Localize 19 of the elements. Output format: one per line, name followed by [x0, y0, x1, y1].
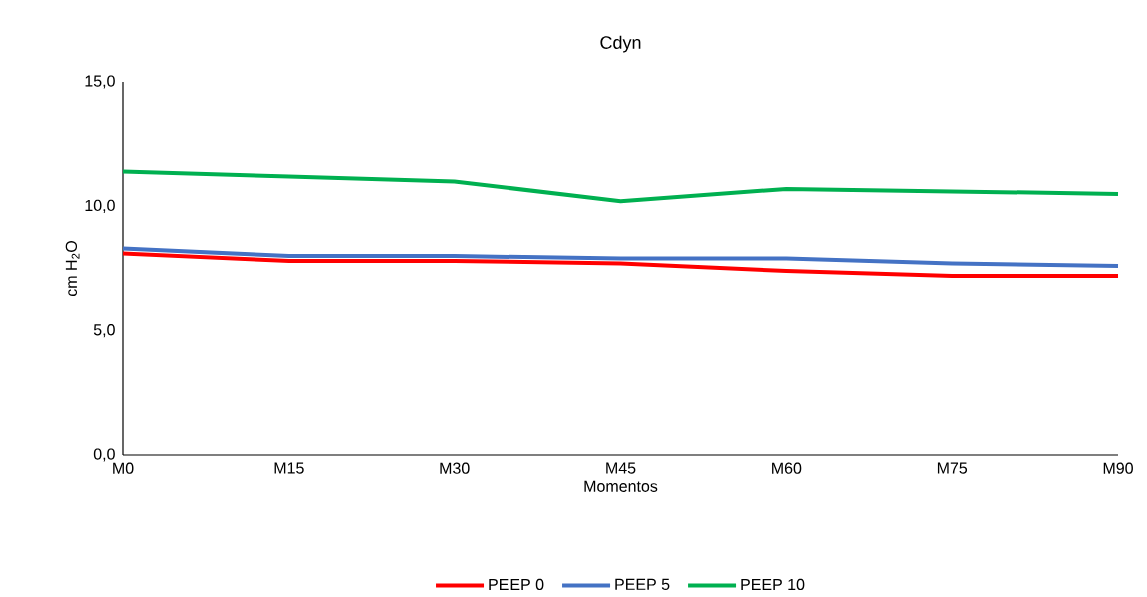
- y-tick-label: 0,0: [93, 448, 115, 462]
- x-tick-label: M60: [772, 462, 802, 474]
- line-series: [121, 246, 1121, 269]
- x-tick-label: M30: [440, 462, 470, 474]
- x-tick-label: M45: [606, 462, 636, 474]
- x-tick-label: M15: [274, 462, 304, 474]
- legend-label: PEEP 0: [489, 578, 544, 591]
- x-axis-title: Momentos: [584, 480, 658, 492]
- y-tick-label: 10,0: [85, 199, 115, 213]
- line-series: [121, 251, 1121, 278]
- chart-title: Cdyn: [600, 35, 641, 53]
- y-tick-label: 15,0: [85, 75, 115, 89]
- legend-label: PEEP 10: [741, 578, 805, 591]
- x-tick-label: M90: [1103, 462, 1133, 474]
- y-tick-label: 5,0: [93, 324, 115, 338]
- x-tick-label: M75: [937, 462, 968, 474]
- legend-label: PEEP 5: [615, 578, 670, 591]
- x-tick-label: M0: [113, 462, 134, 474]
- y-axis-title: cm H$_{2}$O: [65, 241, 80, 297]
